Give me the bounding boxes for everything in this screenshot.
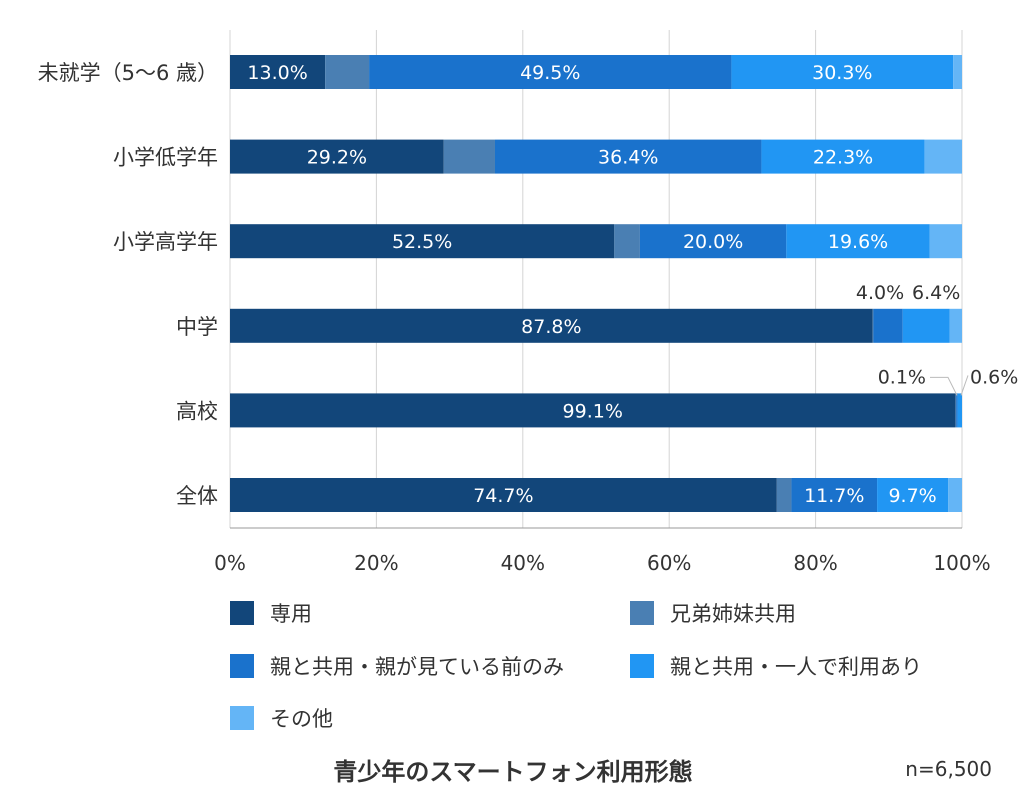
data-label-r5-s3: 9.7% bbox=[888, 485, 936, 507]
leader-line-0 bbox=[930, 376, 958, 396]
category-label-1: 小学低学年 bbox=[113, 146, 218, 170]
data-label-r3-s0: 87.8% bbox=[521, 316, 581, 338]
category-label-2: 小学高学年 bbox=[113, 230, 218, 254]
bar-segment-r3-s4 bbox=[949, 308, 962, 343]
bar-segment-r5-s1 bbox=[776, 478, 792, 512]
chart-title: 青少年のスマートフォン利用形態 bbox=[333, 758, 693, 786]
x-tick-label-3: 60% bbox=[647, 551, 691, 575]
x-tick-label-4: 80% bbox=[793, 551, 837, 575]
legend-swatch-series-2 bbox=[230, 654, 254, 678]
legend-swatch-series-4 bbox=[230, 706, 254, 730]
legend-swatch-series-3 bbox=[630, 654, 654, 678]
stacked-bar-chart: 0% 20% 40% 60% 80% 100% 未就学（5〜6 歳） 小学低学年小学高学年中学… bbox=[38, 30, 1018, 575]
data-label-r1-s3: 22.3% bbox=[813, 147, 873, 169]
leader-line-1 bbox=[960, 375, 969, 396]
x-tick-label-2: 40% bbox=[501, 551, 545, 575]
legend-item-series-4: その他 bbox=[230, 703, 333, 733]
data-label-r0-s2: 49.5% bbox=[520, 62, 580, 84]
bar-segment-r3-s0 bbox=[230, 308, 873, 343]
bar-segment-r3-s3 bbox=[902, 308, 950, 343]
bar-segment-r2-s1 bbox=[614, 224, 640, 259]
bar-segment-r2-s2 bbox=[639, 224, 787, 259]
legend-item-series-0: 専用 bbox=[230, 598, 312, 628]
x-tick-label-1: 20% bbox=[354, 551, 398, 575]
bar-segment-r0-s2 bbox=[369, 55, 732, 89]
legend-item-series-2: 親と共用・親が見ている前のみ bbox=[230, 651, 564, 681]
bar-segment-r4-s2 bbox=[956, 393, 958, 428]
bar-segment-r5-s4 bbox=[948, 478, 962, 512]
bar-segment-r1-s4 bbox=[924, 139, 962, 174]
bar-segment-r2-s3 bbox=[786, 224, 930, 259]
data-label-r2-s2: 20.0% bbox=[683, 231, 743, 253]
legend-label-series-4: その他 bbox=[270, 707, 333, 731]
bar-segment-r5-s0 bbox=[230, 478, 777, 512]
data-label-r4-s0: 99.1% bbox=[563, 400, 623, 422]
bar-segment-r3-s2 bbox=[873, 308, 903, 343]
data-label-r2-s0: 52.5% bbox=[392, 231, 452, 253]
bar-segment-r5-s3 bbox=[877, 478, 949, 512]
bar-segment-r0-s1 bbox=[325, 55, 370, 89]
bar-segment-r2-s4 bbox=[929, 224, 962, 259]
bar-segment-r3-s1 bbox=[872, 308, 874, 343]
category-label-5: 全体 bbox=[176, 484, 218, 508]
data-label-r3-s2: 4.0% bbox=[856, 282, 904, 304]
legend-label-series-1: 兄弟姉妹共用 bbox=[670, 602, 796, 626]
x-tick-label-5: 100% bbox=[933, 551, 990, 575]
sample-size-note: n=6,500 bbox=[905, 757, 992, 781]
legend: 専用 兄弟姉妹共用 親と共用・親が見ている前のみ 親と共用・一人で利用あり その… bbox=[230, 598, 990, 748]
data-label-r4-s3: 0.6% bbox=[970, 366, 1018, 388]
category-label-0: 未就学（5〜6 歳） bbox=[38, 61, 218, 85]
legend-label-series-0: 専用 bbox=[270, 602, 312, 626]
data-label-r5-s0: 74.7% bbox=[473, 485, 533, 507]
data-label-r0-s3: 30.3% bbox=[812, 62, 872, 84]
bar-segment-r5-s2 bbox=[791, 478, 878, 512]
bar-segment-r0-s4 bbox=[953, 55, 962, 89]
legend-item-series-1: 兄弟姉妹共用 bbox=[630, 598, 796, 628]
data-label-r1-s0: 29.2% bbox=[307, 147, 367, 169]
bar-segment-r1-s1 bbox=[443, 139, 495, 174]
category-label-4: 高校 bbox=[176, 399, 218, 423]
bar-segment-r4-s0 bbox=[230, 393, 956, 428]
bar-segment-r0-s0 bbox=[230, 55, 326, 89]
bar-segment-r0-s3 bbox=[731, 55, 954, 89]
bar-segment-r4-s3 bbox=[957, 393, 962, 428]
category-label-3: 中学 bbox=[176, 315, 218, 339]
bar-segment-r4-s1 bbox=[955, 393, 957, 428]
bar-segment-r1-s0 bbox=[230, 139, 444, 174]
legend-label-series-3: 親と共用・一人で利用あり bbox=[670, 655, 922, 679]
data-label-r2-s3: 19.6% bbox=[828, 231, 888, 253]
legend-item-series-3: 親と共用・一人で利用あり bbox=[630, 651, 922, 681]
legend-swatch-series-0 bbox=[230, 601, 254, 625]
data-label-r1-s2: 36.4% bbox=[598, 147, 658, 169]
data-label-r4-s1: 0.1% bbox=[878, 366, 926, 388]
legend-label-series-2: 親と共用・親が見ている前のみ bbox=[270, 655, 564, 679]
data-label-r3-s3: 6.4% bbox=[912, 282, 960, 304]
legend-swatch-series-1 bbox=[630, 601, 654, 625]
data-label-r5-s2: 11.7% bbox=[804, 485, 864, 507]
bar-segment-r1-s3 bbox=[761, 139, 925, 174]
x-tick-label-0: 0% bbox=[214, 551, 246, 575]
data-label-r0-s0: 13.0% bbox=[247, 62, 307, 84]
bar-segment-r2-s0 bbox=[230, 224, 615, 259]
bar-segment-r1-s2 bbox=[494, 139, 762, 174]
